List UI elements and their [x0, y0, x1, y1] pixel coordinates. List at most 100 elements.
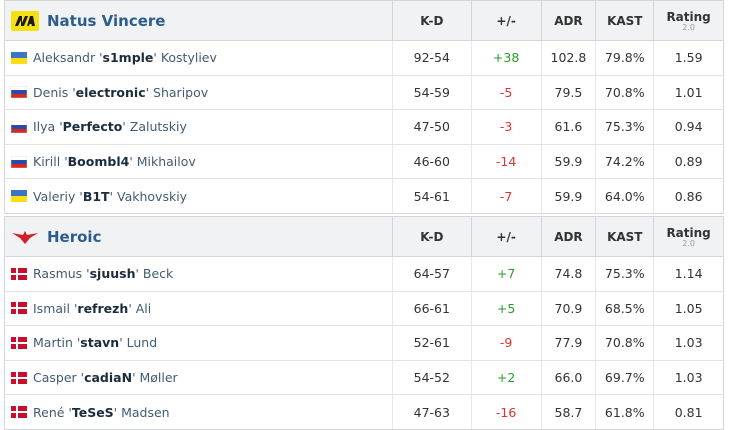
- kd-cell: 47-63: [391, 395, 471, 429]
- first-name: Ilya ': [33, 119, 63, 135]
- adr-cell: 61.6: [540, 110, 596, 144]
- team-logo: [12, 230, 38, 244]
- player-cell: Martin 'stavn' Lund: [5, 326, 392, 360]
- first-name: Casper ': [33, 370, 85, 386]
- flag: [11, 120, 27, 133]
- player-name[interactable]: Aleksandr 's1mple' Kostyliev: [33, 50, 217, 65]
- first-name: Aleksandr ': [33, 50, 103, 66]
- rating-cell: 0.94: [653, 110, 723, 144]
- rating-cell: 1.03: [653, 360, 723, 395]
- adr-cell: 102.8: [540, 41, 596, 75]
- column-header: KAST: [595, 1, 653, 40]
- column-header: ADR: [540, 217, 596, 256]
- player-name[interactable]: Martin 'stavn' Lund: [33, 335, 157, 350]
- kast-cell: 79.8%: [595, 41, 653, 75]
- diff-cell: -7: [470, 179, 541, 213]
- diff-cell: -5: [470, 75, 541, 110]
- nickname: cadiaN: [84, 370, 133, 386]
- player-name[interactable]: Kirill 'Boombl4' Mikhailov: [33, 154, 196, 169]
- player-cell: Valeriy 'B1T' Vakhovskiy: [5, 179, 392, 213]
- nickname: s1mple: [102, 50, 154, 66]
- first-name: Ismail ': [33, 300, 78, 316]
- rating-cell: 1.03: [653, 326, 723, 360]
- diff-cell: +5: [470, 291, 541, 326]
- player-cell: Rasmus 'sjuush' Beck: [5, 257, 392, 291]
- adr-cell: 59.9: [540, 179, 596, 213]
- player-name[interactable]: Ilya 'Perfecto' Zalutskiy: [33, 119, 187, 134]
- rating-version: 2.0: [682, 238, 695, 248]
- column-header: K-D: [391, 1, 471, 40]
- nickname: electronic: [75, 84, 146, 100]
- last-name: ' Madsen: [113, 404, 170, 420]
- last-name: ' Vakhovskiy: [109, 188, 188, 204]
- player-name[interactable]: Rasmus 'sjuush' Beck: [33, 266, 173, 281]
- flag: [11, 86, 27, 99]
- adr-cell: 74.8: [540, 257, 596, 291]
- column-header: +/-: [470, 217, 541, 256]
- flag: [11, 51, 27, 64]
- player-cell: Casper 'cadiaN' Møller: [5, 361, 392, 395]
- diff-cell: +7: [470, 257, 541, 291]
- last-name: ' Zalutskiy: [122, 119, 187, 135]
- nickname: TeSeS: [71, 404, 114, 420]
- kd-cell: 66-61: [391, 291, 471, 326]
- team-name[interactable]: Heroic: [47, 227, 102, 246]
- flag: [11, 406, 27, 419]
- column-header: Rating 2.0: [653, 1, 723, 40]
- adr-cell: 66.0: [540, 360, 596, 395]
- header-row: Heroic K-D +/- ADR KAST Rating 2.0: [5, 217, 723, 257]
- first-name: Denis ': [33, 84, 76, 100]
- player-name[interactable]: René 'TeSeS' Madsen: [33, 405, 170, 420]
- player-row: Ilya 'Perfecto' Zalutskiy 47-50 -3 61.6 75.3…: [5, 110, 723, 145]
- player-row: Casper 'cadiaN' Møller 54-52 +2 66.0 69.7% 1.…: [5, 360, 723, 396]
- adr-cell: 70.9: [540, 291, 596, 326]
- player-cell: Denis 'electronic' Sharipov: [5, 76, 392, 110]
- kd-cell: 46-60: [391, 144, 471, 179]
- adr-cell: 77.9: [540, 326, 596, 360]
- nickname: stavn: [80, 335, 120, 351]
- kd-cell: 47-50: [391, 110, 471, 144]
- flag: [11, 155, 27, 168]
- team-name[interactable]: Natus Vincere: [47, 11, 166, 30]
- player-name[interactable]: Valeriy 'B1T' Vakhovskiy: [33, 189, 187, 204]
- kast-cell: 61.8%: [595, 395, 653, 429]
- player-cell: Ismail 'refrezh' Ali: [5, 292, 392, 326]
- flag: [11, 336, 27, 349]
- diff-cell: +38: [470, 41, 541, 75]
- kd-cell: 54-61: [391, 179, 471, 213]
- rating-version: 2.0: [682, 22, 695, 32]
- kast-cell: 64.0%: [595, 179, 653, 213]
- kast-cell: 75.3%: [595, 257, 653, 291]
- player-name[interactable]: Ismail 'refrezh' Ali: [33, 301, 151, 316]
- last-name: ' Kostyliev: [153, 50, 217, 66]
- team-cell: Natus Vincere: [5, 1, 392, 40]
- column-header: ADR: [540, 1, 596, 40]
- first-name: Valeriy ': [33, 188, 83, 204]
- kd-cell: 52-61: [391, 326, 471, 360]
- kd-cell: 54-59: [391, 75, 471, 110]
- player-row: René 'TeSeS' Madsen 47-63 -16 58.7 61.8% 0.81: [5, 395, 723, 429]
- player-cell: Kirill 'Boombl4' Mikhailov: [5, 145, 392, 179]
- flag: [11, 190, 27, 203]
- flag: [11, 371, 27, 384]
- last-name: ' Mikhailov: [129, 154, 196, 170]
- player-row: Kirill 'Boombl4' Mikhailov 46-60 -14 59.9 74…: [5, 144, 723, 180]
- player-row: Martin 'stavn' Lund 52-61 -9 77.9 70.8% 1.03: [5, 326, 723, 361]
- team-table: Heroic K-D +/- ADR KAST Rating 2.0 Rasmus 'sjuu…: [4, 216, 724, 430]
- player-name[interactable]: Casper 'cadiaN' Møller: [33, 370, 178, 385]
- rating-cell: 0.81: [653, 395, 723, 429]
- player-cell: Ilya 'Perfecto' Zalutskiy: [5, 110, 392, 144]
- nickname: B1T: [82, 188, 110, 204]
- last-name: ' Lund: [119, 335, 158, 351]
- adr-cell: 59.9: [540, 144, 596, 179]
- diff-cell: +2: [470, 360, 541, 395]
- player-name[interactable]: Denis 'electronic' Sharipov: [33, 85, 208, 100]
- first-name: Martin ': [33, 335, 81, 351]
- last-name: ' Beck: [135, 266, 174, 282]
- rating-cell: 1.59: [653, 41, 723, 75]
- player-cell: René 'TeSeS' Madsen: [5, 395, 392, 429]
- nickname: sjuush: [89, 266, 136, 282]
- first-name: Kirill ': [33, 154, 68, 170]
- player-row: Rasmus 'sjuush' Beck 64-57 +7 74.8 75.3% 1.14: [5, 257, 723, 292]
- diff-cell: -9: [470, 326, 541, 360]
